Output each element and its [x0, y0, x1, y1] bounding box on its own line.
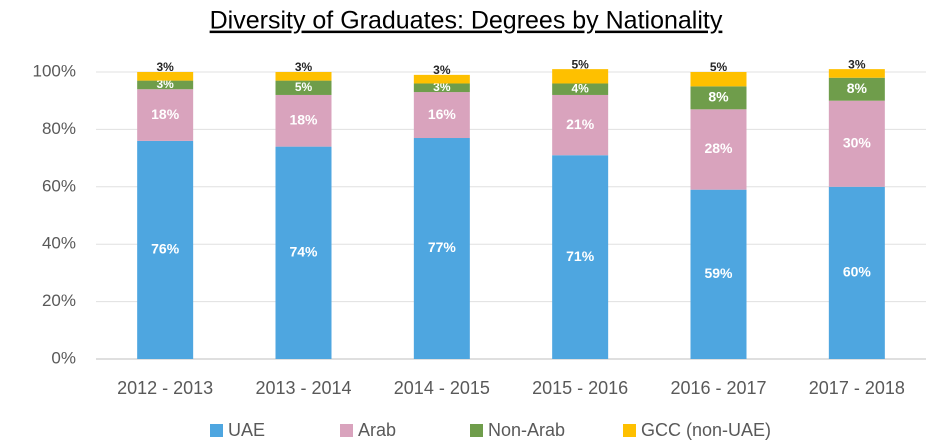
data-label: 4% [571, 81, 589, 95]
legend-label: GCC (non-UAE) [641, 420, 771, 440]
y-tick-label: 60% [42, 176, 76, 195]
y-tick-label: 20% [42, 291, 76, 310]
bar-segment [690, 109, 747, 190]
data-label: 5% [295, 80, 313, 94]
legend-swatch [210, 424, 223, 437]
bar-segment [552, 83, 609, 95]
bar-segment [137, 140, 194, 359]
legend-swatch [340, 424, 353, 437]
bar-segment [828, 100, 885, 187]
data-label: 3% [433, 63, 451, 77]
bar-segment [690, 86, 747, 110]
bar-segment [828, 69, 885, 78]
legend-label: Non-Arab [488, 420, 565, 440]
data-label: 5% [571, 57, 589, 71]
bar-segment [275, 146, 332, 359]
data-label: 8% [847, 80, 868, 96]
bar-segment [137, 80, 194, 90]
data-label: 59% [704, 265, 733, 281]
bar-segment [690, 189, 747, 359]
data-label: 18% [151, 106, 180, 122]
chart-title: Diversity of Graduates: Degrees by Natio… [210, 7, 723, 35]
bar-segment [552, 155, 609, 359]
bar-segment [828, 77, 885, 101]
data-label: 74% [289, 244, 318, 260]
legend-swatch [470, 424, 483, 437]
legend-label: UAE [228, 420, 265, 440]
legend-swatch [623, 424, 636, 437]
data-label: 30% [843, 134, 872, 150]
bar-segment [137, 89, 194, 141]
data-label: 77% [428, 239, 457, 255]
x-tick-label: 2013 - 2014 [255, 378, 351, 398]
bar-segment [137, 72, 194, 81]
data-label: 8% [708, 89, 729, 105]
x-tick-label: 2014 - 2015 [394, 378, 490, 398]
bar-segment [413, 138, 470, 359]
x-tick-label: 2016 - 2017 [670, 378, 766, 398]
bar-segment [413, 74, 470, 84]
y-tick-label: 40% [42, 234, 76, 253]
bar-segment [690, 72, 747, 87]
y-tick-label: 0% [51, 348, 76, 367]
bar-segment [275, 94, 332, 147]
data-label: 21% [566, 116, 595, 132]
data-label: 28% [704, 140, 733, 156]
data-label: 3% [295, 60, 313, 74]
data-label: 71% [566, 248, 595, 264]
bar-segment [552, 69, 609, 84]
bar-segment [413, 92, 470, 139]
data-label: 16% [428, 106, 457, 122]
x-tick-label: 2017 - 2018 [809, 378, 905, 398]
data-label: 60% [843, 264, 872, 280]
data-label: 3% [848, 57, 866, 71]
y-tick-label: 80% [42, 119, 76, 138]
data-label: 18% [289, 111, 318, 127]
bar-segment [413, 83, 470, 93]
x-tick-label: 2015 - 2016 [532, 378, 628, 398]
bar-segment [552, 94, 609, 156]
bar-segment [828, 186, 885, 359]
bar-segment [275, 72, 332, 81]
data-label: 5% [710, 60, 728, 74]
y-tick-label: 100% [33, 61, 76, 80]
legend-label: Arab [358, 420, 396, 440]
x-tick-label: 2012 - 2013 [117, 378, 213, 398]
data-label: 76% [151, 241, 180, 257]
bar-segment [275, 80, 332, 95]
data-label: 3% [156, 60, 174, 74]
